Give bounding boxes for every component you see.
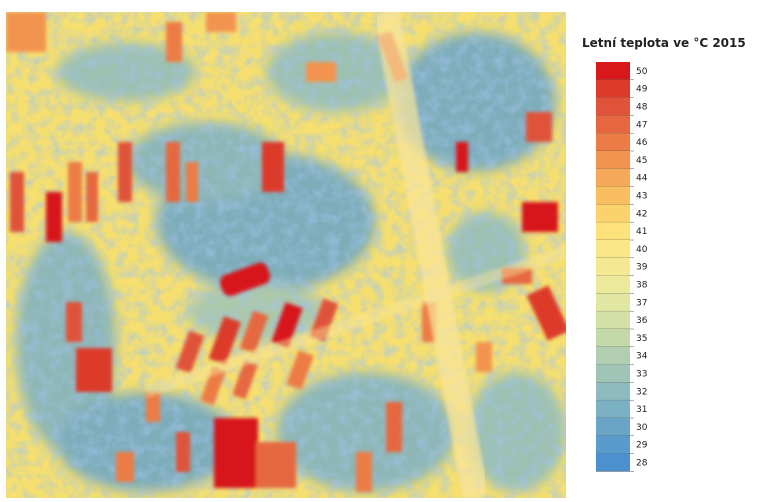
legend-swatch-40 — [596, 240, 630, 258]
cross-road — [144, 246, 566, 398]
legend-swatch-50 — [596, 62, 630, 80]
legend-swatch-37 — [596, 293, 630, 312]
legend-label-29: 29 — [636, 441, 648, 451]
legend-swatch-39 — [596, 257, 630, 276]
legend-label-39: 39 — [636, 263, 648, 273]
legend-swatch-38 — [596, 275, 630, 294]
legend-label-28: 28 — [636, 459, 648, 469]
legend-swatch-35 — [596, 329, 630, 347]
legend-label-46: 46 — [636, 138, 648, 148]
legend-swatch-31 — [596, 400, 630, 418]
legend-label-45: 45 — [636, 156, 647, 166]
main-road — [373, 12, 489, 498]
legend-swatch-48 — [596, 97, 630, 116]
legend-label-49: 49 — [636, 85, 648, 95]
heat-map — [6, 12, 566, 498]
legend-swatch-42 — [596, 204, 630, 223]
legend-label-43: 43 — [636, 192, 647, 202]
legend-label-41: 41 — [636, 227, 647, 237]
legend-swatch-34 — [596, 346, 630, 365]
legend-swatch-41 — [596, 222, 630, 240]
legend-swatch-44 — [596, 168, 630, 187]
legend-swatch-30 — [596, 418, 630, 436]
legend-swatch-49 — [596, 79, 630, 98]
legend-label-48: 48 — [636, 103, 648, 113]
legend-label-40: 40 — [636, 245, 648, 255]
legend-swatch-33 — [596, 364, 630, 383]
legend-label-38: 38 — [636, 281, 648, 291]
legend-swatch-28 — [596, 453, 630, 472]
legend-label-34: 34 — [636, 352, 648, 362]
legend-swatch-29 — [596, 435, 630, 454]
legend-label-44: 44 — [636, 174, 648, 184]
legend-label-50: 50 — [636, 67, 648, 77]
legend-swatch-47 — [596, 115, 630, 134]
legend-label-33: 33 — [636, 370, 647, 380]
hot-zones — [6, 12, 566, 492]
legend-label-42: 42 — [636, 209, 647, 219]
legend-label-47: 47 — [636, 120, 647, 130]
legend-label-35: 35 — [636, 334, 647, 344]
legend-swatch-45 — [596, 151, 630, 169]
temperature-legend: 50 49 48 47 46 45 44 43 42 41 40 39 38 37 36 35 34 33 32 31… — [596, 62, 648, 472]
legend-label-31: 31 — [636, 405, 647, 415]
legend-swatch-32 — [596, 382, 630, 401]
legend-title: Letní teplota ve °C 2015 — [582, 36, 746, 50]
legend-label-37: 37 — [636, 298, 647, 308]
legend-swatch-43 — [596, 186, 630, 205]
legend-swatch-46 — [596, 133, 630, 151]
legend-swatch-36 — [596, 311, 630, 329]
legend-label-30: 30 — [636, 423, 648, 433]
legend-label-36: 36 — [636, 316, 648, 326]
legend-label-32: 32 — [636, 387, 647, 397]
